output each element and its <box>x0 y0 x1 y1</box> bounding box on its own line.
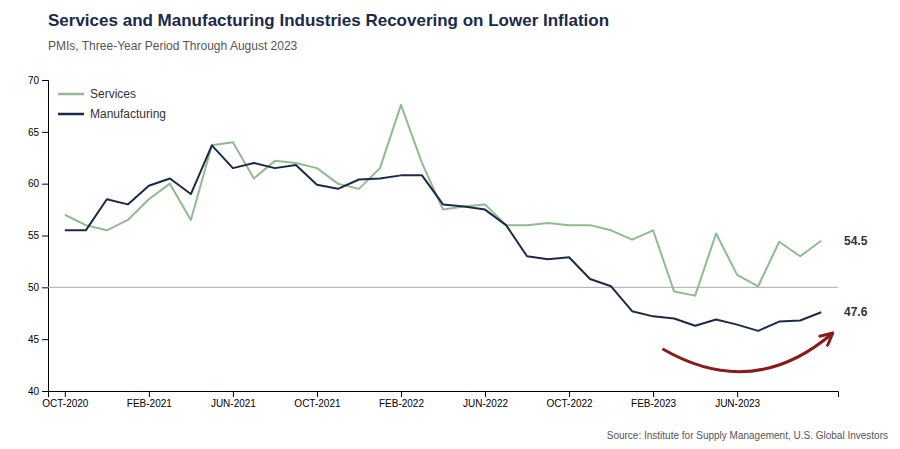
title: Services and Manufacturing Industries Re… <box>48 11 609 30</box>
x-tick-mark <box>65 391 66 397</box>
y-tick-mark <box>42 184 48 185</box>
y-tick: 65 <box>28 127 48 138</box>
x-tick-label: OCT-2020 <box>42 398 89 409</box>
series-line <box>65 105 821 296</box>
series-line <box>65 145 821 331</box>
legend-label: Manufacturing <box>90 107 166 121</box>
x-tick-mark <box>317 391 318 397</box>
y-tick: 60 <box>28 178 48 189</box>
legend-item: Manufacturing <box>58 107 166 121</box>
x-tick: JUN-2022 <box>463 391 508 409</box>
x-axis: OCT-2020 FEB-2021 JUN-2021 OCT-2021 FEB-2022… <box>42 391 838 409</box>
y-tick-label: 50 <box>28 282 40 293</box>
y-tick-mark <box>42 236 48 237</box>
x-tick-mark <box>737 391 738 397</box>
y-tick-label: 70 <box>28 75 40 86</box>
y-tick-label: 60 <box>28 178 40 189</box>
x-tick: FEB-2022 <box>379 391 424 409</box>
end-label: 47.6 <box>844 305 868 319</box>
x-tick-label: FEB-2023 <box>631 398 676 409</box>
y-tick-mark <box>42 287 48 288</box>
x-tick-mark <box>569 391 570 397</box>
y-tick-label: 55 <box>28 230 40 241</box>
x-tick: OCT-2022 <box>546 391 593 409</box>
y-axis: 40 45 50 55 60 65 70 <box>28 75 49 397</box>
subtitle: PMIs, Three-Year Period Through August 2… <box>48 39 298 53</box>
y-tick-mark <box>42 391 48 392</box>
y-tick-label: 45 <box>28 334 40 345</box>
legend-label: Services <box>90 87 136 101</box>
x-axis-line <box>49 392 839 398</box>
x-tick: JUN-2021 <box>211 391 256 409</box>
legend-swatch <box>58 113 84 116</box>
legend-item: Services <box>58 87 136 101</box>
source: Source: Institute for Supply Management,… <box>607 430 888 441</box>
y-tick: 40 <box>28 386 48 397</box>
x-tick: OCT-2020 <box>42 391 89 409</box>
x-tick: FEB-2021 <box>127 391 172 409</box>
x-tick-mark <box>485 391 486 397</box>
y-tick-label: 40 <box>28 386 40 397</box>
y-tick-mark <box>42 132 48 133</box>
x-tick-label: JUN-2023 <box>715 398 760 409</box>
reference-line <box>48 287 838 288</box>
end-label: 54.5 <box>844 234 868 248</box>
plot-area: 40455055606570OCT-2020FEB-2021JUN-2021OC… <box>28 75 868 409</box>
x-tick-label: FEB-2021 <box>127 398 172 409</box>
x-tick-label: JUN-2021 <box>211 398 256 409</box>
y-tick: 70 <box>28 75 48 86</box>
legend-swatch <box>58 93 84 96</box>
x-tick-mark <box>653 391 654 397</box>
y-axis-line <box>42 81 49 392</box>
data-layer <box>48 105 838 331</box>
y-tick: 55 <box>28 230 48 241</box>
legend: Services Manufacturing <box>58 87 166 121</box>
x-tick: JUN-2023 <box>715 391 760 409</box>
y-tick: 45 <box>28 334 48 345</box>
y-tick-mark <box>42 80 48 81</box>
x-tick-label: JUN-2022 <box>463 398 508 409</box>
x-tick-mark <box>233 391 234 397</box>
y-tick-label: 65 <box>28 127 40 138</box>
x-tick-label: OCT-2021 <box>294 398 341 409</box>
y-tick-mark <box>42 339 48 340</box>
x-tick: FEB-2023 <box>631 391 676 409</box>
chart: Services and Manufacturing Industries Re… <box>0 0 900 449</box>
x-tick-mark <box>149 391 150 397</box>
arrow <box>664 334 832 372</box>
x-tick-mark <box>401 391 402 397</box>
x-tick-label: OCT-2022 <box>546 398 593 409</box>
x-tick: OCT-2021 <box>294 391 341 409</box>
x-tick-label: FEB-2022 <box>379 398 424 409</box>
y-tick: 50 <box>28 282 48 293</box>
